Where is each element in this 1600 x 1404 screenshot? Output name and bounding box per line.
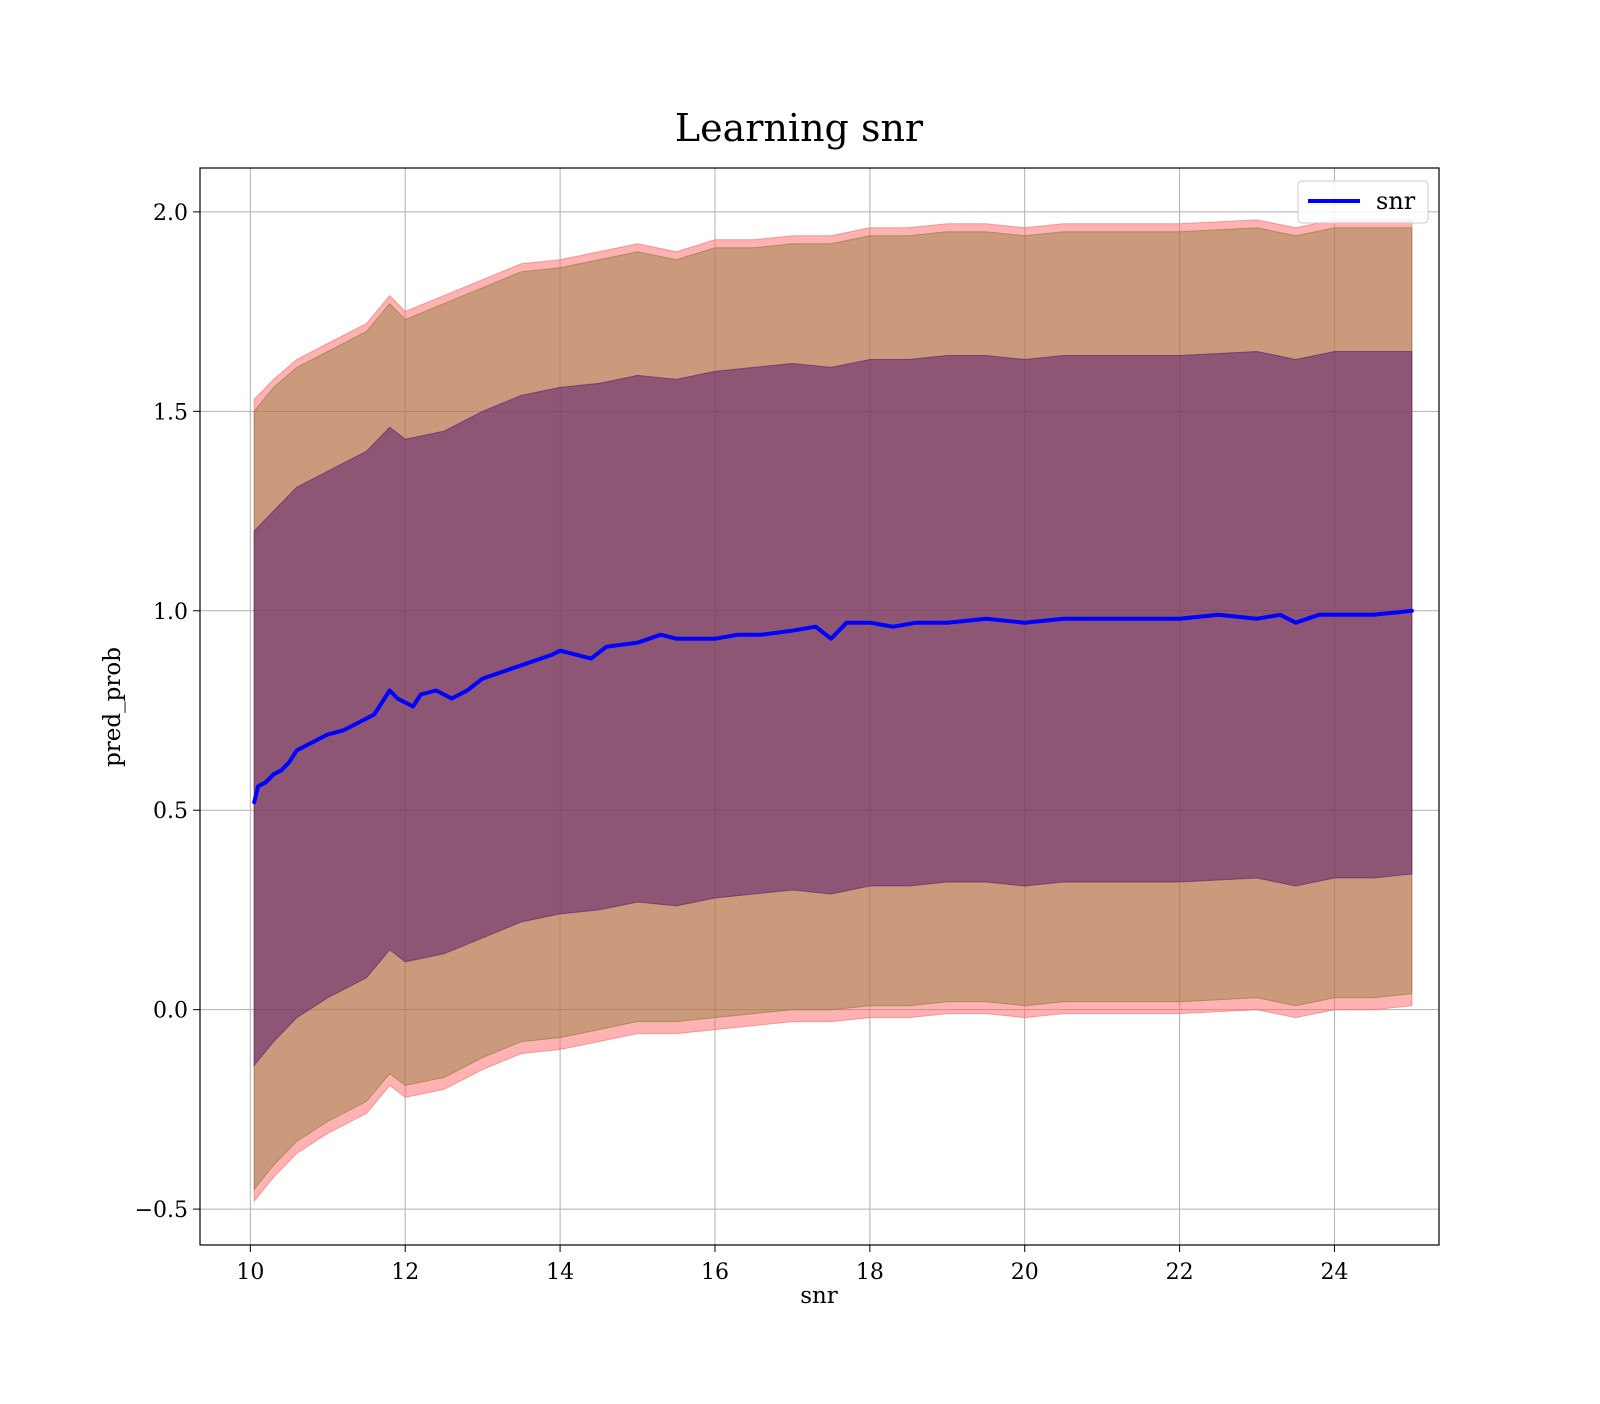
x-tick-label: 12 — [391, 1260, 419, 1285]
x-tick-label: 22 — [1166, 1260, 1194, 1285]
chart-title: Learning snr — [675, 106, 924, 150]
x-axis-label: snr — [800, 1283, 838, 1309]
x-tick-label: 18 — [856, 1260, 884, 1285]
y-axis-label: pred_prob — [100, 647, 126, 767]
series-line-snr — [252, 608, 1414, 805]
legend-box — [1297, 180, 1429, 224]
confidence-band-3 — [253, 350, 1413, 1067]
x-tick-label: 10 — [236, 1260, 264, 1285]
legend: snr — [1297, 180, 1429, 224]
x-tick-label: 16 — [701, 1260, 729, 1285]
x-tick-label: 20 — [1011, 1260, 1039, 1285]
x-axis-ticks: 10 12 14 16 18 20 22 24 — [236, 1245, 1348, 1285]
y-axis-ticks: −0.5 0.0 0.5 1.0 1.5 2.0 — [135, 201, 200, 1223]
confidence-bands — [253, 219, 1413, 1203]
y-tick-label: 2.0 — [153, 201, 188, 226]
x-tick-label: 14 — [546, 1260, 574, 1285]
y-tick-label: −0.5 — [135, 1198, 188, 1223]
legend-label-snr: snr — [1376, 187, 1416, 215]
plot-frame — [199, 167, 1440, 1246]
y-tick-label: 1.0 — [153, 600, 188, 625]
x-tick-label: 24 — [1320, 1260, 1348, 1285]
y-tick-label: 0.5 — [153, 799, 188, 824]
series-lines — [252, 608, 1414, 805]
y-tick-label: 1.5 — [153, 400, 188, 425]
y-tick-label: 0.0 — [153, 999, 188, 1024]
